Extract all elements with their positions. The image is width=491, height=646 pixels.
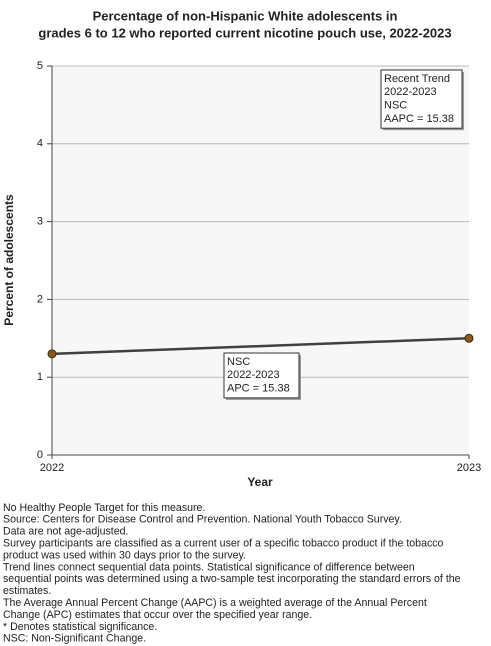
- annotation-text: APC = 15.38: [227, 383, 290, 395]
- y-tick-label: 4: [37, 138, 43, 150]
- footnote: Trend lines connect sequential data poin…: [3, 561, 415, 573]
- footnote: Change (APC) estimates that occur over t…: [3, 609, 312, 621]
- footnote: The Average Annual Percent Change (AAPC)…: [3, 597, 427, 609]
- data-point: [47, 349, 57, 359]
- trend-line: [51, 337, 470, 356]
- annotation-text: Recent Trend: [384, 73, 450, 85]
- footnote: No Healthy People Target for this measur…: [3, 502, 205, 514]
- data-point: [464, 333, 474, 343]
- y-tick-label: 3: [37, 216, 43, 228]
- x-axis-title: Year: [247, 475, 273, 489]
- annotation-box: [223, 352, 300, 399]
- y-tick-label: 0: [37, 449, 43, 461]
- y-tick-label: 2: [37, 293, 43, 305]
- x-tick-label: 2022: [40, 462, 64, 474]
- annotation-text: NSC: [384, 100, 407, 112]
- chart-title: Percentage of non-Hispanic White adolesc…: [93, 8, 398, 23]
- y-tick-label: 1: [37, 371, 43, 383]
- footnote: product was used within 30 days prior to…: [3, 549, 246, 561]
- y-axis-title: Percent of adolescents: [2, 194, 16, 326]
- x-tick-label: 2023: [457, 462, 481, 474]
- chart-title: grades 6 to 12 who reported current nico…: [38, 25, 451, 40]
- annotation-text: AAPC = 15.38: [384, 113, 454, 125]
- y-tick-label: 5: [37, 60, 43, 72]
- footnote: Source: Centers for Disease Control and …: [3, 514, 402, 526]
- footnote: Survey participants are classified as a …: [3, 537, 444, 549]
- footnote: sequential points was determined using a…: [3, 573, 461, 585]
- annotation-text: 2022-2023: [227, 369, 280, 381]
- footnote: estimates.: [3, 585, 51, 597]
- footnote: * Denotes statistical significance.: [3, 621, 157, 633]
- footnote: Data are not age-adjusted.: [3, 526, 128, 538]
- annotation-text: NSC: [227, 356, 250, 368]
- annotation-box: [380, 69, 463, 129]
- footnote: NSC: Non-Significant Change.: [3, 633, 146, 645]
- annotation-text: 2022-2023: [384, 86, 437, 98]
